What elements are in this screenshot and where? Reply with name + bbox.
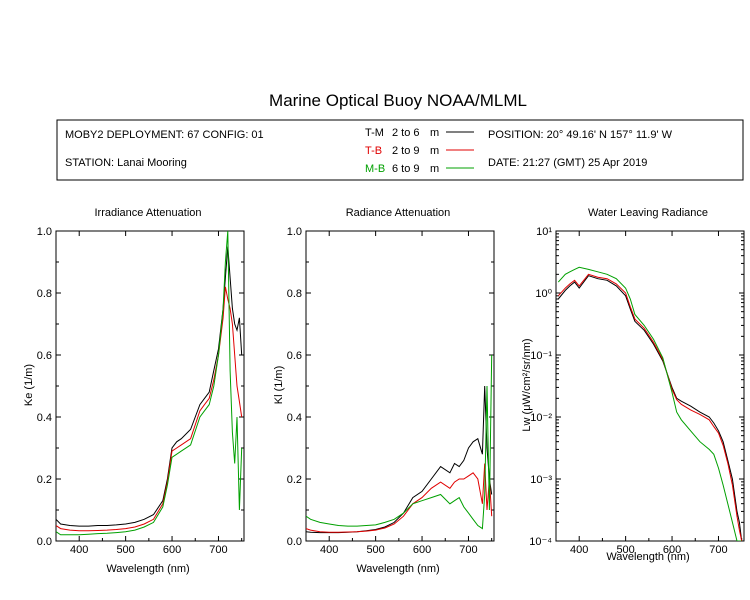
y-tick-label: 0.0 xyxy=(37,536,52,548)
info-box-frame xyxy=(56,119,744,181)
x-axis-label: Wavelength (nm) xyxy=(606,551,689,563)
info-box: MOBY2 DEPLOYMENT: 67 CONFIG: 01 STATION:… xyxy=(56,119,744,181)
plot-frame xyxy=(555,230,745,542)
legend-unit: m xyxy=(430,145,439,157)
y-tick-label: 0.4 xyxy=(37,412,52,424)
legend-code: M-B xyxy=(365,163,385,175)
y-tick-label: 0.2 xyxy=(37,474,52,486)
legend-code: T-B xyxy=(365,145,382,157)
x-axis-label: Wavelength (nm) xyxy=(356,563,439,575)
series-line-t-m xyxy=(56,246,243,527)
x-tick-label: 700 xyxy=(209,544,227,556)
y-axis-label: Ke (1/m) xyxy=(23,364,35,406)
legend-unit: m xyxy=(430,127,439,139)
y-tick-label: 0.4 xyxy=(287,412,302,424)
series-line-m-b xyxy=(557,266,742,541)
series-line-t-m xyxy=(306,385,493,534)
y-tick-label: 10⁻² xyxy=(530,412,552,424)
x-tick-label: 700 xyxy=(709,544,727,556)
series-line-t-m xyxy=(557,275,743,541)
y-tick-label: 10⁻¹ xyxy=(530,350,552,362)
chart-title: Radiance Attenuation xyxy=(346,207,451,219)
y-axis-label: Kl (1/m) xyxy=(273,366,285,405)
y-tick-label: 0.2 xyxy=(287,474,302,486)
x-tick-label: 700 xyxy=(459,544,477,556)
x-tick-label: 500 xyxy=(366,544,384,556)
chart-title: Water Leaving Radiance xyxy=(588,207,708,219)
legend: T-M 2 to 6 m T-B 2 to 9 m M-B 6 to 9 m xyxy=(365,127,474,175)
x-tick-label: 400 xyxy=(320,544,338,556)
deployment-text: MOBY2 DEPLOYMENT: 67 CONFIG: 01 xyxy=(65,129,264,141)
x-tick-label: 500 xyxy=(616,544,634,556)
series-line-t-b xyxy=(56,286,243,532)
position-text: POSITION: 20° 49.16' N 157° 11.9' W xyxy=(488,129,673,141)
x-tick-label: 600 xyxy=(413,544,431,556)
y-tick-label: 0.6 xyxy=(37,350,52,362)
figure-title: Marine Optical Buoy NOAA/MLML xyxy=(269,91,527,110)
y-tick-label: 10⁻³ xyxy=(530,474,552,486)
irradiance-attenuation-chart: Irradiance Attenuation Wavelength (nm) K… xyxy=(23,207,245,575)
station-text: STATION: Lanai Mooring xyxy=(65,157,187,169)
x-tick-label: 400 xyxy=(70,544,88,556)
legend-item-t-b: T-B 2 to 9 m xyxy=(365,145,474,157)
legend-item-m-b: M-B 6 to 9 m xyxy=(365,163,474,175)
chart-title: Irradiance Attenuation xyxy=(94,207,201,219)
y-tick-label: 0.8 xyxy=(287,288,302,300)
plot-frame xyxy=(305,230,495,542)
x-axis-label: Wavelength (nm) xyxy=(106,563,189,575)
x-tick-label: 600 xyxy=(663,544,681,556)
x-tick-label: 500 xyxy=(116,544,134,556)
series-line-m-b xyxy=(56,231,243,536)
water-leaving-radiance-chart: Water Leaving Radiance Wavelength (nm) L… xyxy=(521,207,745,563)
series-line-t-b xyxy=(306,463,493,533)
date-text: DATE: 21:27 (GMT) 25 Apr 2019 xyxy=(488,157,647,169)
x-tick-label: 400 xyxy=(570,544,588,556)
legend-item-t-m: T-M 2 to 6 m xyxy=(365,127,474,139)
y-tick-label: 1.0 xyxy=(37,226,52,238)
legend-code: T-M xyxy=(365,127,384,139)
legend-range: 2 to 9 xyxy=(392,145,420,157)
legend-unit: m xyxy=(430,163,439,175)
series-line-m-b xyxy=(306,354,493,530)
y-tick-label: 0.8 xyxy=(37,288,52,300)
legend-range: 2 to 6 xyxy=(392,127,420,139)
y-tick-label: 10¹ xyxy=(536,226,552,238)
y-tick-label: 0.6 xyxy=(287,350,302,362)
series-line-t-b xyxy=(557,273,743,541)
y-tick-label: 1.0 xyxy=(287,226,302,238)
y-axis-label: Lw (μW/cm²/sr/nm) xyxy=(521,338,533,431)
y-tick-label: 10⁰ xyxy=(535,288,552,300)
y-tick-label: 0.0 xyxy=(287,536,302,548)
y-tick-label: 10⁻⁴ xyxy=(529,536,552,548)
x-tick-label: 600 xyxy=(163,544,181,556)
radiance-attenuation-chart: Radiance Attenuation Wavelength (nm) Kl … xyxy=(273,207,495,575)
legend-range: 6 to 9 xyxy=(392,163,420,175)
plot-frame xyxy=(55,230,245,542)
